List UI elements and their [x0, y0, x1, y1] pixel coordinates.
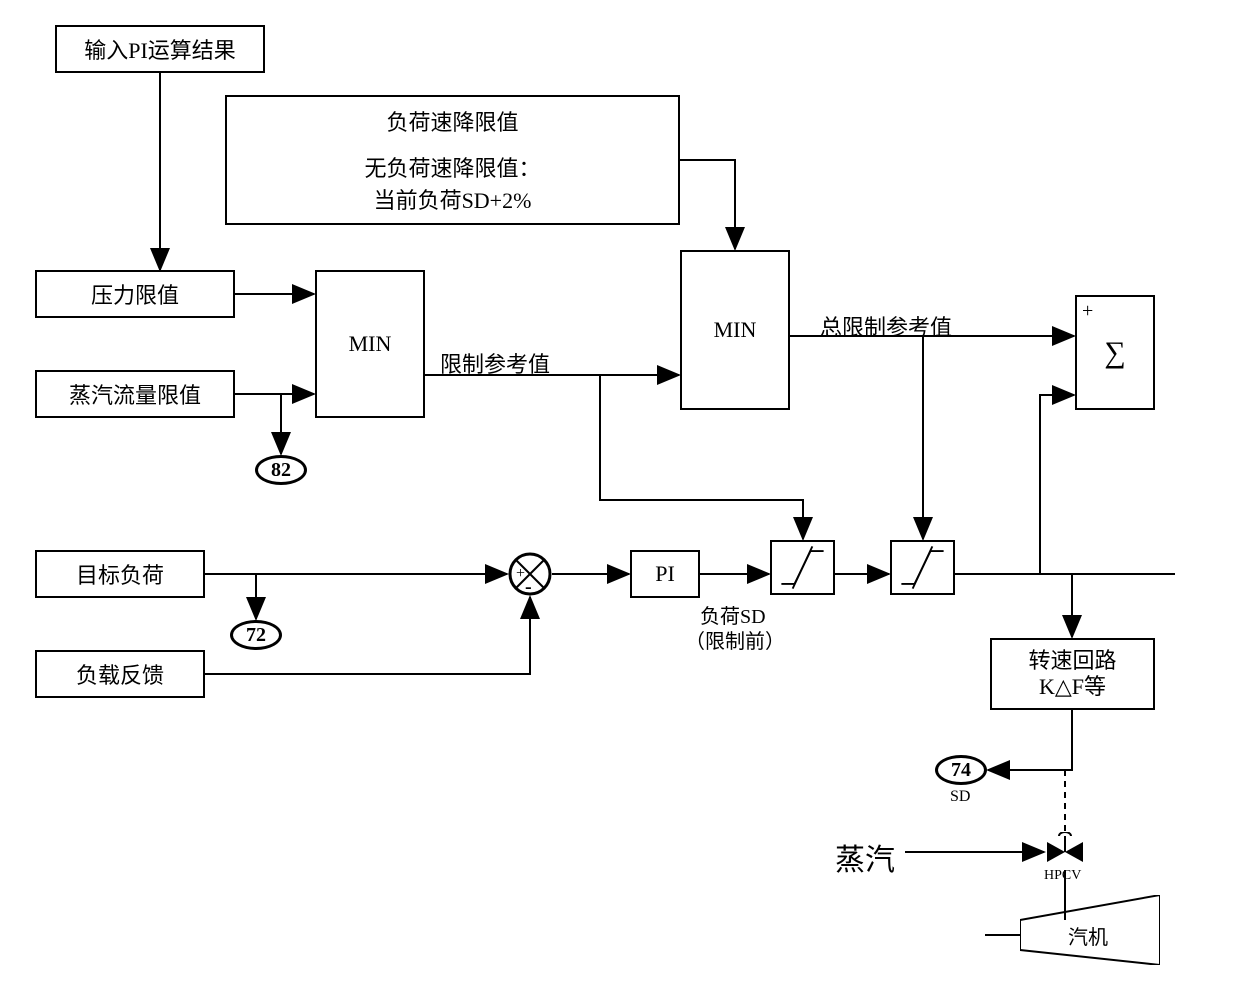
wire-lim2-to-sigma — [1040, 395, 1074, 574]
load-feedback-block: 负载反馈 — [35, 650, 205, 698]
min1-text: MIN — [349, 331, 392, 357]
sigma-text: ∑ — [1104, 336, 1125, 370]
pi-block: PI — [630, 550, 700, 598]
min2-block: MIN — [680, 250, 790, 410]
oval-72: 72 — [230, 620, 282, 650]
oval-82: 82 — [255, 455, 307, 485]
min1-block: MIN — [315, 270, 425, 418]
wire-loadrate-to-min2 — [680, 160, 735, 249]
turbine-text: 汽机 — [1068, 921, 1108, 950]
sigma-plus: + — [1082, 300, 1093, 323]
load-sd-pre-label2: （限制前） — [685, 625, 785, 654]
target-load-block: 目标负荷 — [35, 550, 205, 598]
load-rate-limit-block: 负荷速降限值 无负荷速降限值： 当前负荷SD+2% — [225, 95, 680, 225]
limit-ref-label: 限制参考值 — [440, 347, 550, 379]
pressure-limit-block: 压力限值 — [35, 270, 235, 318]
load-rate-line2: 无负荷速降限值： — [364, 151, 540, 183]
hpcv-valve-icon — [1045, 832, 1085, 872]
target-load-text: 目标负荷 — [76, 558, 164, 590]
limiter2-icon — [892, 540, 953, 595]
steam-label: 蒸汽 — [835, 835, 895, 879]
speed-loop-block: 转速回路 K△F等 — [990, 638, 1155, 710]
sumjct-minus: - — [525, 576, 532, 599]
speed-loop-line1: 转速回路 — [1028, 648, 1116, 674]
load-feedback-text: 负载反馈 — [76, 658, 164, 690]
input-pi-block: 输入PI运算结果 — [55, 25, 265, 73]
pi-text: PI — [655, 561, 675, 587]
limiter1-icon — [772, 540, 833, 595]
load-rate-line3: 当前负荷SD+2% — [374, 183, 532, 215]
steam-flow-limit-block: 蒸汽流量限值 — [35, 370, 235, 418]
load-rate-line1: 负荷速降限值 — [386, 105, 518, 137]
pressure-limit-text: 压力限值 — [91, 278, 179, 310]
sumjct-plus: + — [516, 565, 525, 583]
limiter1-block — [770, 540, 835, 595]
speed-loop-line2: K△F等 — [1039, 674, 1106, 700]
turbine-block: 汽机 — [1020, 895, 1160, 965]
min2-text: MIN — [714, 317, 757, 343]
limiter2-block — [890, 540, 955, 595]
total-limit-ref-label: 总限制参考值 — [820, 310, 952, 342]
sd-label: SD — [950, 788, 970, 806]
wire-speedloop-to-74 — [988, 710, 1072, 770]
oval-74: 74 — [935, 755, 987, 785]
input-pi-text: 输入PI运算结果 — [84, 33, 236, 65]
steam-flow-text: 蒸汽流量限值 — [69, 378, 201, 410]
